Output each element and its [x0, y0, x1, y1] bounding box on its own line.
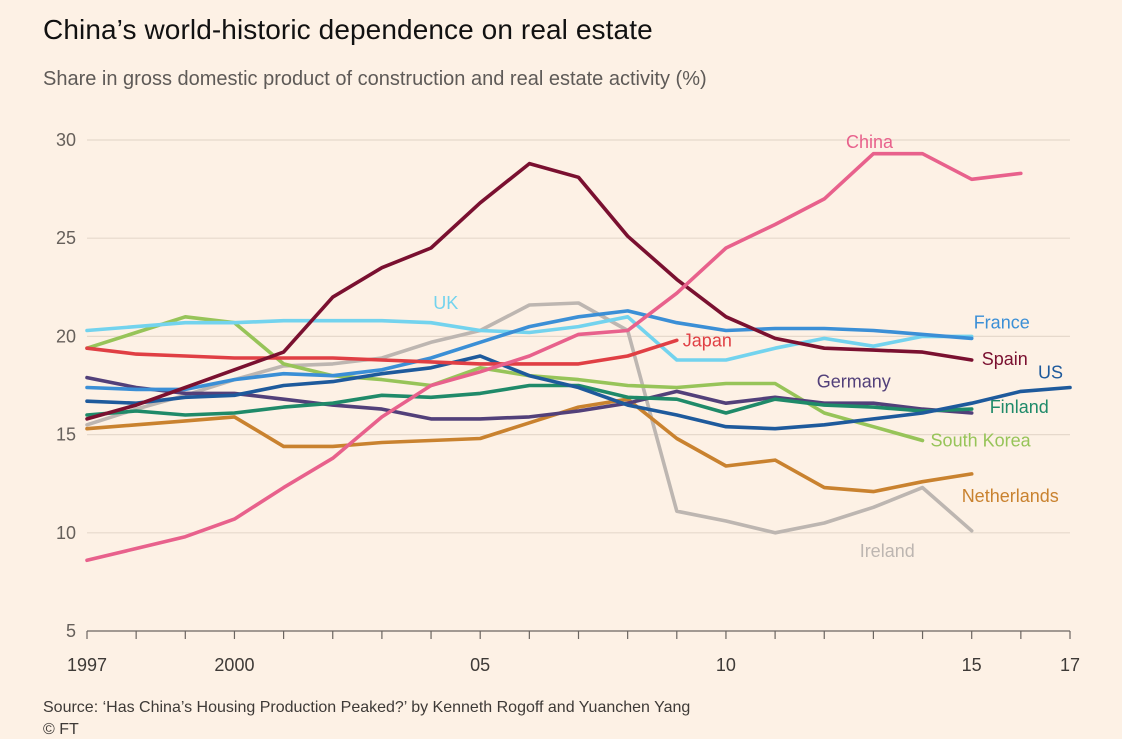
x-tick-label-2010: 10 — [716, 655, 736, 675]
y-tick-label-10: 10 — [56, 523, 76, 543]
chart-title: China’s world-historic dependence on rea… — [43, 14, 653, 45]
series-label-uk: UK — [433, 293, 458, 313]
series-label-finland: Finland — [990, 397, 1049, 417]
series-line-germany — [85, 375, 974, 421]
y-tick-label-5: 5 — [66, 621, 76, 641]
x-tick-label-2005: 05 — [470, 655, 490, 675]
y-tick-label-25: 25 — [56, 228, 76, 248]
series-label-france: France — [974, 312, 1030, 332]
y-axis-ticks: 5 10 15 20 25 30 — [56, 130, 76, 641]
series-lines — [85, 151, 1072, 563]
series-line-france — [85, 309, 974, 392]
x-tick-label-2000: 2000 — [214, 655, 254, 675]
x-tick-label-1997: 1997 — [67, 655, 107, 675]
series-line-uk — [85, 314, 974, 362]
y-tick-label-15: 15 — [56, 425, 76, 445]
x-axis: 1997 2000 05 10 15 17 — [67, 630, 1080, 675]
series-label-us: US — [1038, 362, 1063, 382]
x-tick-label-2015: 15 — [962, 655, 982, 675]
series-line-netherlands — [85, 397, 974, 494]
series-line-china — [85, 151, 1023, 563]
source-note: Source: ‘Has China’s Housing Production … — [43, 699, 691, 716]
series-line-us — [85, 354, 1072, 431]
series-labels: Ireland Netherlands South Korea UK Germany Fi… — [433, 132, 1063, 561]
series-label-ireland: Ireland — [860, 541, 915, 561]
chart-subtitle: Share in gross domestic product of const… — [43, 68, 707, 90]
series-line-spain — [85, 161, 974, 421]
y-tick-label-30: 30 — [56, 130, 76, 150]
copyright-note: © FT — [43, 721, 79, 738]
series-label-spain: Spain — [982, 349, 1028, 369]
y-tick-label-20: 20 — [56, 326, 76, 346]
series-label-netherlands: Netherlands — [962, 486, 1059, 506]
series-line-finland — [85, 383, 974, 417]
series-label-south-korea: South Korea — [931, 430, 1032, 450]
series-label-japan: Japan — [683, 330, 732, 350]
x-tick-label-2017: 17 — [1060, 655, 1080, 675]
series-label-china: China — [846, 132, 894, 152]
series-label-germany: Germany — [817, 371, 891, 391]
series-line-japan — [85, 338, 679, 366]
